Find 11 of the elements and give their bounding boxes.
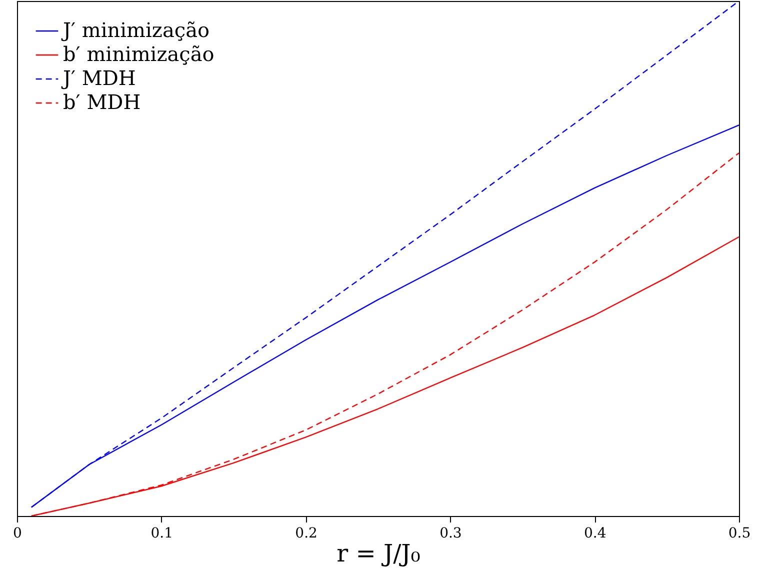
x-tick-label: 0.4 <box>584 526 606 542</box>
legend-label: J′ minimização <box>61 18 210 42</box>
x-tick-label: 0.1 <box>150 526 174 542</box>
x-tick-label: 0.2 <box>295 526 318 542</box>
x-tick-label: 0.5 <box>728 526 751 542</box>
legend-label: b′ minimização <box>63 42 214 66</box>
x-tick-label: 0.3 <box>440 526 462 542</box>
x-tick-label: 0 <box>13 526 22 542</box>
legend-label: J′ MDH <box>61 66 136 90</box>
x-axis-title: r = J/J₀ <box>336 540 420 568</box>
legend-label: b′ MDH <box>63 90 141 114</box>
